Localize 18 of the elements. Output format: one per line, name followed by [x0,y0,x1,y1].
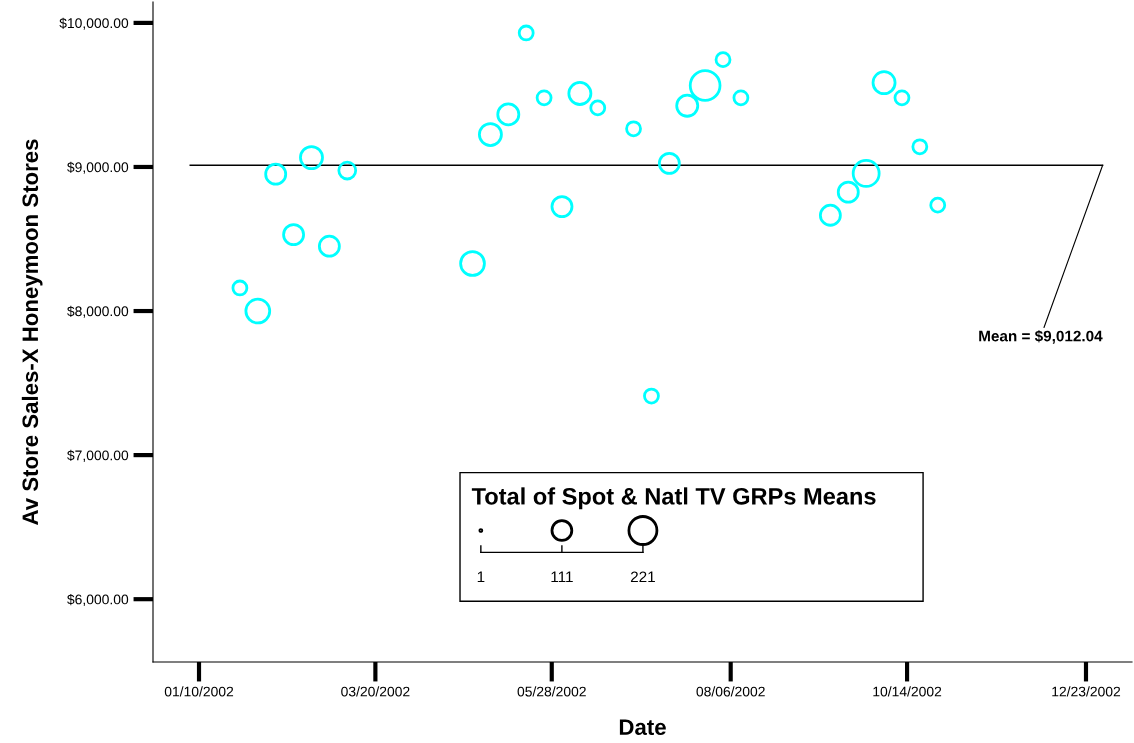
legend-label: 111 [551,571,573,583]
x-tick-label: 05/28/2002 [517,686,586,697]
x-tick-label: 08/06/2002 [696,686,765,697]
legend-label: 1 [477,571,485,583]
legend-title: Total of Spot & Natl TV GRPs Means [471,487,876,510]
x-axis-title: Date [619,719,666,736]
x-tick-label: 10/14/2002 [873,686,942,697]
y-tick-label: $10,000.00 [59,17,129,30]
y-tick-label: $9,000.00 [67,161,129,174]
y-tick-label: $7,000.00 [67,449,129,462]
x-tick-label: 12/23/2002 [1052,686,1121,697]
y-tick-label: $6,000.00 [67,593,129,606]
y-axis-title: Av Store Sales-X Honeymoon Stores [21,139,43,525]
x-tick-label: 03/20/2002 [341,686,410,697]
ref-line-label: Mean = $9,012.04 [979,329,1103,344]
x-tick-label: 01/10/2002 [164,686,234,697]
y-tick-label: $8,000.00 [67,305,129,318]
legend-label: 221 [630,571,655,583]
